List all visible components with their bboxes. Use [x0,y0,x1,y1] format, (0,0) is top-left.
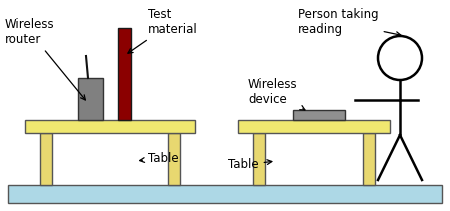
Text: Test
material: Test material [128,8,198,53]
Text: Wireless
device: Wireless device [248,78,305,110]
Bar [25,120,195,133]
Bar [118,28,131,120]
Text: Table: Table [228,158,272,172]
Bar [168,133,180,185]
Bar [8,185,442,203]
Bar [363,133,375,185]
Bar [293,110,345,120]
Bar [40,133,52,185]
Text: Wireless
router: Wireless router [5,18,86,100]
Text: Table: Table [140,151,179,165]
Text: Person taking
reading: Person taking reading [298,8,401,37]
Bar [238,120,390,133]
Bar [78,78,103,120]
Bar [253,133,265,185]
